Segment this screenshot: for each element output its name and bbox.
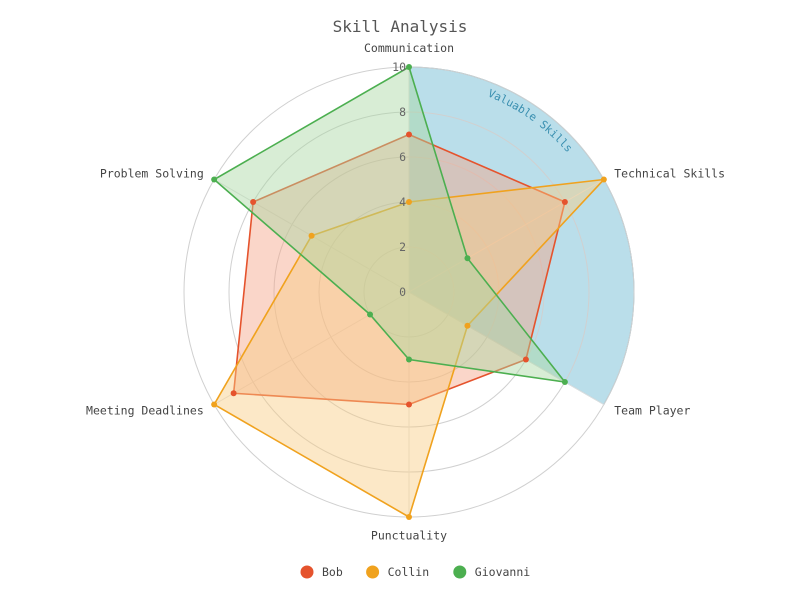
legend[interactable]: Bob Collin Giovanni	[300, 565, 531, 579]
series-layer	[211, 64, 607, 520]
grid-layer	[183, 66, 635, 518]
data-point-giovanni[interactable]	[367, 311, 374, 318]
data-point-bob[interactable]	[406, 401, 412, 408]
data-point-bob[interactable]	[522, 356, 529, 363]
legend-label: Giovanni	[475, 565, 530, 579]
tick-label: 4	[399, 195, 406, 209]
data-point-giovanni[interactable]	[406, 64, 412, 70]
legend-label: Collin	[388, 565, 430, 579]
data-point-giovanni[interactable]	[406, 356, 412, 363]
legend-item-giovanni[interactable]: Giovanni	[453, 565, 530, 579]
tick-label: 8	[399, 105, 406, 119]
label-layer: Communication Technical Skills Team Player…	[86, 41, 725, 542]
data-point-collin[interactable]	[211, 401, 218, 408]
data-point-collin[interactable]	[406, 199, 412, 205]
data-point-collin[interactable]	[406, 514, 412, 520]
tick-label: 10	[392, 60, 406, 74]
legend-item-bob[interactable]: Bob	[300, 565, 343, 579]
axis-spoke	[213, 291, 410, 405]
legend-marker	[300, 565, 314, 579]
axis-label: Communication	[364, 41, 454, 55]
chart-title: Skill Analysis	[333, 17, 468, 36]
axis-spoke	[408, 291, 605, 405]
axis-label: Problem Solving	[100, 167, 204, 181]
axis-label: Punctuality	[371, 528, 447, 542]
data-point-bob[interactable]	[250, 199, 257, 205]
legend-item-collin[interactable]: Collin	[366, 565, 429, 579]
tick-label: 0	[399, 285, 406, 299]
axis-label: Team Player	[614, 404, 690, 418]
data-point-bob[interactable]	[406, 131, 412, 138]
axis-spoke	[408, 179, 605, 293]
data-point-bob[interactable]	[230, 390, 237, 397]
data-point-collin[interactable]	[464, 322, 471, 329]
tick-label: 2	[399, 240, 406, 254]
axis-label: Technical Skills	[614, 167, 725, 181]
data-point-collin[interactable]	[308, 232, 315, 239]
data-point-giovanni[interactable]	[211, 176, 218, 183]
legend-marker	[453, 565, 467, 579]
data-point-collin[interactable]	[600, 176, 607, 183]
tick-label: 6	[399, 150, 406, 164]
legend-marker	[366, 565, 380, 579]
data-point-giovanni[interactable]	[561, 379, 568, 385]
axis-label: Meeting Deadlines	[86, 404, 204, 418]
data-point-giovanni[interactable]	[464, 255, 471, 262]
legend-label: Bob	[322, 565, 343, 579]
data-point-bob[interactable]	[561, 199, 568, 205]
